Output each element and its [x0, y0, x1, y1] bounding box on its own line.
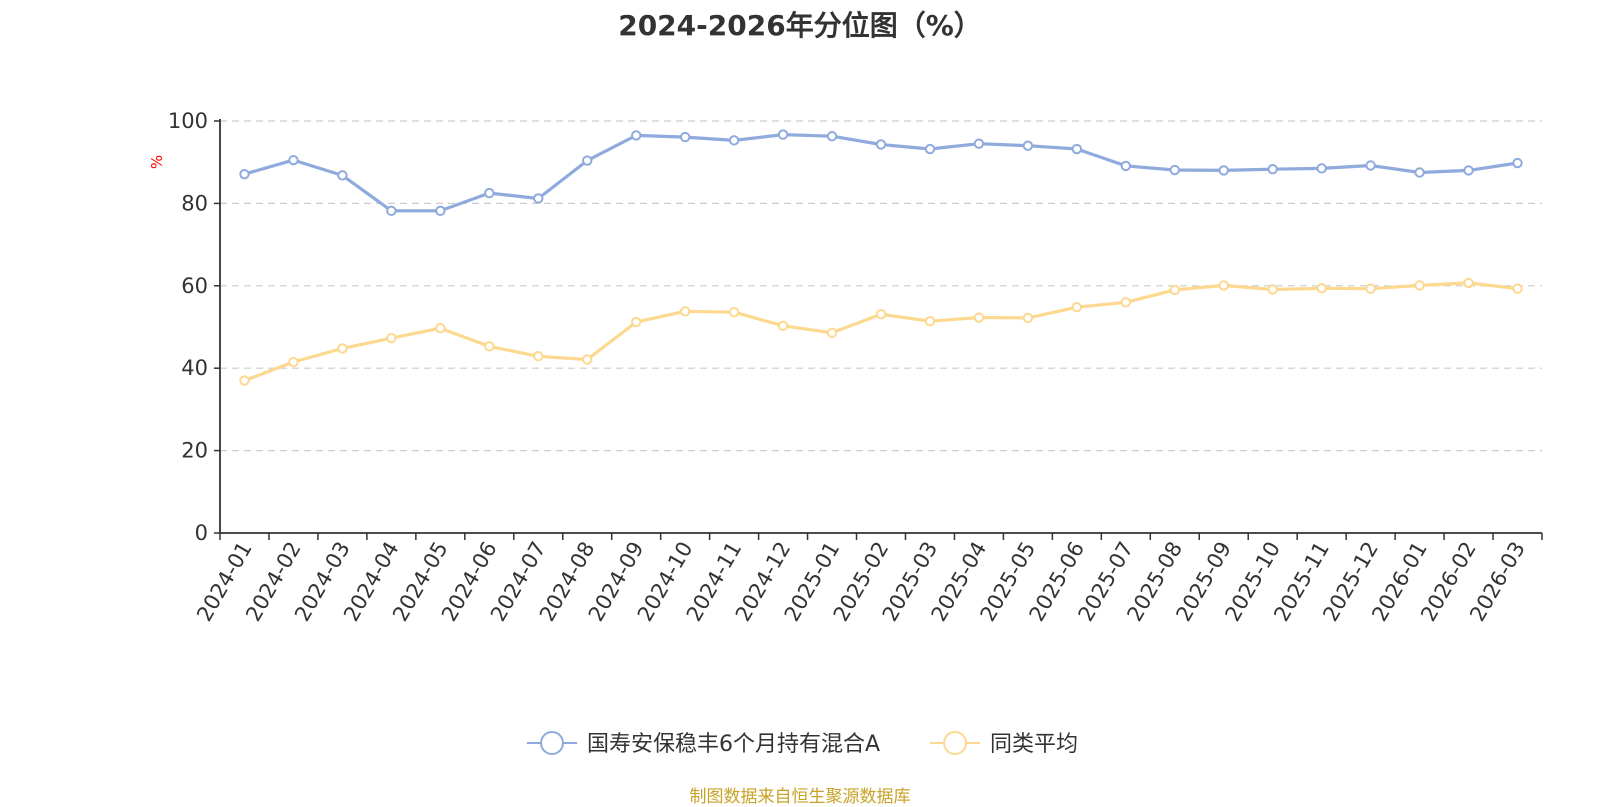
legend-item-1[interactable]: 国寿安保稳丰6个月持有混合A	[527, 731, 880, 757]
data-point[interactable]	[826, 327, 838, 338]
data-point[interactable]	[1120, 297, 1132, 308]
data-point[interactable]	[679, 306, 691, 317]
y-tick-label: 20	[181, 439, 208, 463]
y-axis-label: %	[148, 155, 166, 169]
data-point[interactable]	[435, 205, 446, 217]
data-point[interactable]	[337, 343, 348, 354]
data-point[interactable]	[630, 316, 642, 328]
y-tick-label: 100	[168, 109, 208, 133]
y-tick-label: 0	[195, 521, 208, 545]
data-point[interactable]	[1071, 143, 1083, 155]
data-point[interactable]	[875, 139, 887, 150]
chart-title: 2024-2026年分位图（%）	[618, 9, 982, 42]
data-point[interactable]	[484, 341, 495, 352]
data-point[interactable]	[386, 332, 397, 344]
data-point[interactable]	[1022, 140, 1034, 151]
y-tick-label: 60	[181, 274, 208, 298]
legend-label: 国寿安保稳丰6个月持有混合A	[587, 732, 880, 757]
series-2	[239, 277, 1523, 386]
data-point[interactable]	[1169, 164, 1180, 176]
series-1	[239, 129, 1523, 217]
legend-marker-icon	[540, 731, 564, 755]
data-point[interactable]	[239, 168, 250, 180]
data-point[interactable]	[435, 323, 446, 334]
data-point[interactable]	[777, 320, 789, 331]
data-point[interactable]	[924, 143, 936, 155]
data-point[interactable]	[826, 131, 838, 142]
data-point[interactable]	[582, 155, 593, 166]
legend-item-2[interactable]: 同类平均	[930, 731, 1078, 757]
data-point[interactable]	[1316, 163, 1327, 174]
data-point[interactable]	[1512, 283, 1523, 294]
series-lines	[239, 129, 1523, 386]
data-point[interactable]	[1267, 164, 1278, 175]
data-point[interactable]	[337, 170, 348, 181]
data-point[interactable]	[777, 129, 789, 140]
data-point[interactable]	[288, 154, 299, 166]
data-point[interactable]	[679, 131, 691, 143]
data-point[interactable]	[533, 351, 544, 362]
data-point[interactable]	[1218, 165, 1229, 176]
data-point[interactable]	[1414, 280, 1425, 291]
legend-label: 同类平均	[990, 732, 1078, 757]
data-point[interactable]	[924, 316, 936, 327]
data-point[interactable]	[1463, 277, 1474, 289]
y-tick-label: 80	[181, 191, 208, 215]
data-point[interactable]	[728, 306, 740, 318]
data-point[interactable]	[1169, 284, 1180, 296]
data-point[interactable]	[582, 354, 593, 365]
data-point[interactable]	[239, 375, 250, 386]
series-line	[243, 281, 1518, 383]
data-point[interactable]	[1316, 283, 1327, 294]
data-point[interactable]	[386, 205, 397, 217]
data-point[interactable]	[533, 193, 544, 204]
data-point[interactable]	[1267, 284, 1278, 295]
data-point[interactable]	[1071, 302, 1083, 313]
data-point[interactable]	[1022, 312, 1034, 324]
data-point[interactable]	[1414, 167, 1425, 178]
data-point[interactable]	[1365, 283, 1376, 294]
legend[interactable]: 国寿安保稳丰6个月持有混合A 同类平均	[527, 731, 1078, 757]
grid-lines	[220, 120, 1542, 452]
data-point[interactable]	[728, 135, 740, 146]
data-point[interactable]	[484, 187, 495, 199]
legend-marker-icon	[943, 731, 967, 755]
data-point[interactable]	[973, 138, 985, 149]
data-source-note: 制图数据来自恒生聚源数据库	[689, 787, 911, 807]
data-point[interactable]	[288, 356, 299, 368]
data-point[interactable]	[1463, 165, 1474, 176]
data-point[interactable]	[1120, 160, 1132, 172]
data-point[interactable]	[630, 130, 642, 141]
y-tick-label: 40	[181, 356, 208, 380]
data-point[interactable]	[1218, 280, 1229, 291]
data-point[interactable]	[973, 312, 985, 323]
data-point[interactable]	[1365, 160, 1376, 171]
data-point[interactable]	[1512, 157, 1523, 169]
data-point[interactable]	[875, 309, 887, 320]
